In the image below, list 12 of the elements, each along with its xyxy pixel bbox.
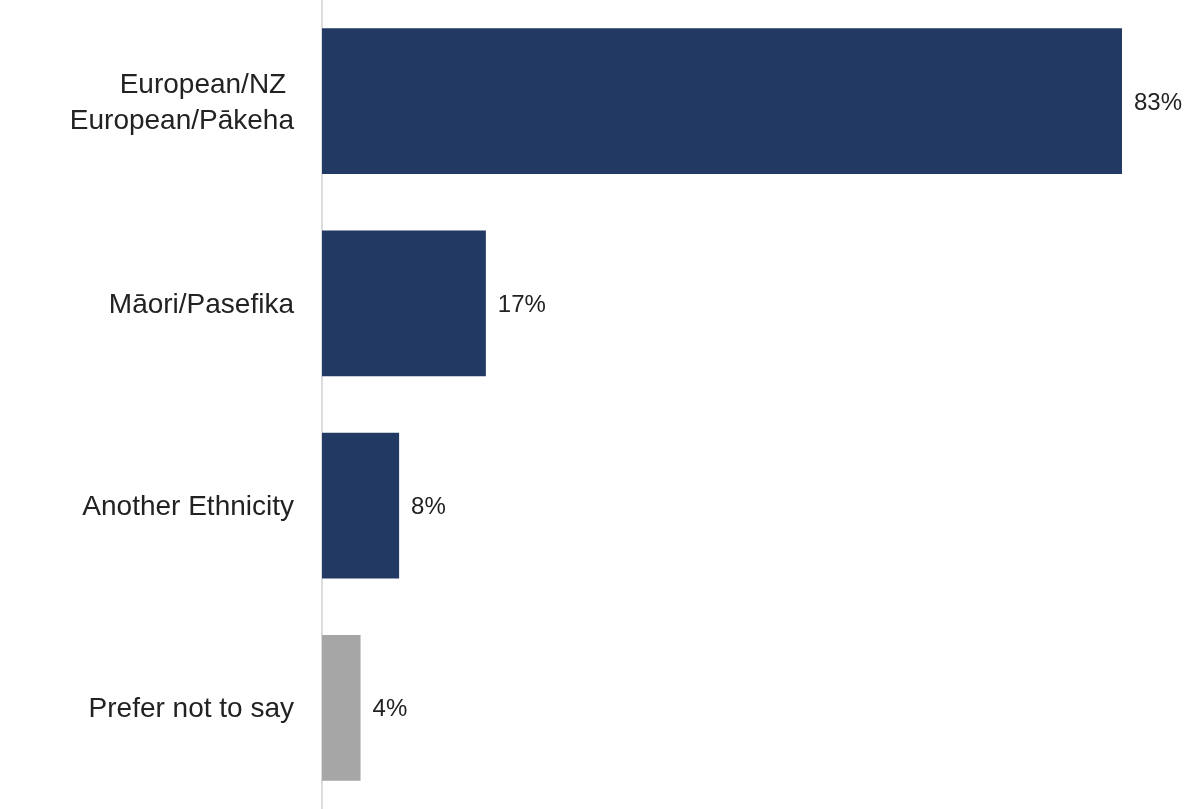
y-tick-label: European/NZ European/Pākeha [69,67,295,135]
bar [322,28,1122,174]
data-label: 4% [372,694,408,722]
bar [322,230,486,377]
bar [322,432,400,579]
bar [322,635,361,781]
data-label: 8% [411,492,446,520]
y-tick-label: Another Ethnicity [82,490,294,522]
data-label: 17% [497,289,546,317]
data-label: 83% [1134,87,1183,115]
y-tick-label: Māori/Pasefika [108,287,295,319]
y-tick-label: Prefer not to say [88,692,294,724]
